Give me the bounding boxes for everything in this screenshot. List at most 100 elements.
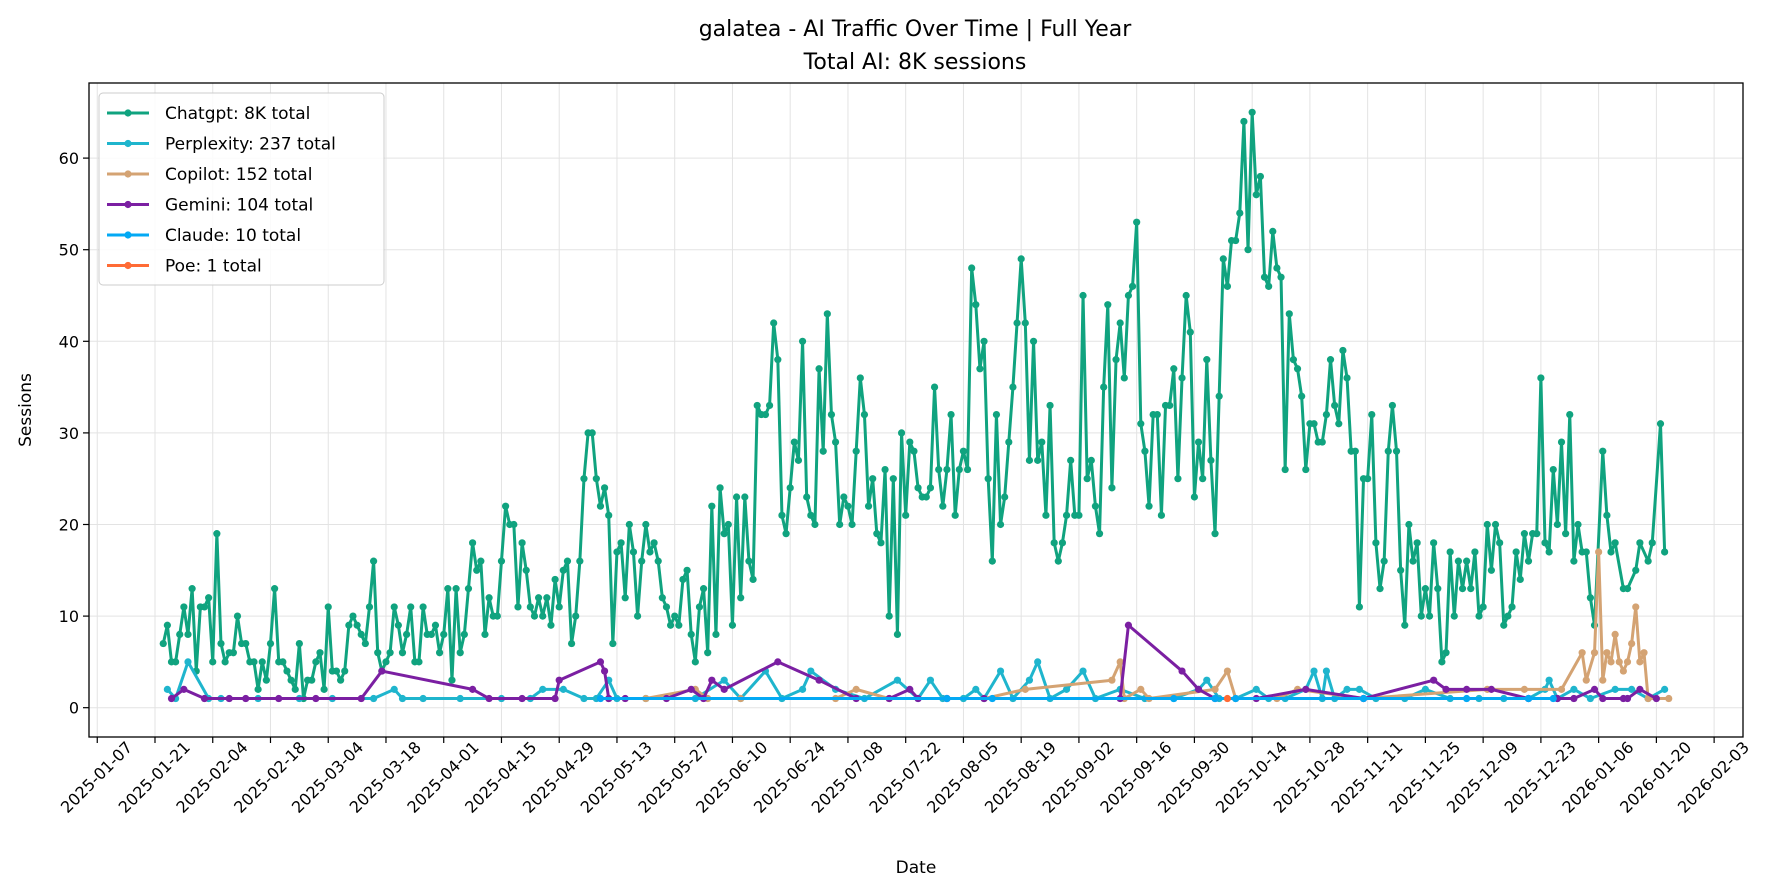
data-point [695,603,704,611]
data-point [279,658,287,666]
data-point [774,356,782,364]
data-point [481,630,489,639]
axes-frame [88,82,1744,738]
legend-label-copilot: Copilot: 152 total [165,165,312,185]
data-point [671,612,679,620]
data-point [600,667,609,675]
data-point [972,301,980,309]
data-point [778,511,786,519]
data-point [1252,685,1260,693]
data-point [662,603,671,611]
data-point [1359,694,1368,703]
data-point [1042,511,1050,519]
data-point [1170,365,1178,373]
y-axis: 0 10 20 30 40 50 60 [59,149,89,718]
data-point [530,612,539,620]
data-point [708,502,716,510]
data-point [534,594,543,602]
data-point [1009,383,1017,391]
data-point [1351,447,1359,455]
data-point [1508,603,1516,611]
data-point [1223,694,1232,703]
data-point [419,603,427,611]
data-point [349,612,357,620]
data-point [1095,530,1104,538]
data-point [881,465,889,474]
data-point [1615,658,1623,666]
data-point [625,520,633,529]
data-point [456,694,464,703]
data-point [460,630,468,639]
data-point [794,456,803,464]
data-point [394,621,402,629]
data-point [1537,374,1545,382]
data-point [1186,328,1194,336]
data-point [435,649,444,657]
data-point [1310,420,1318,428]
data-point [365,603,374,611]
data-point [172,658,180,666]
legend-marker [124,139,132,148]
data-point [955,465,963,474]
data-point [679,575,687,584]
y-tick-label: 30 [59,424,79,443]
data-point [1046,401,1054,410]
data-point [815,676,823,684]
data-point [361,639,369,648]
data-point [1421,585,1429,593]
data-point [452,585,460,593]
y-tick-label: 0 [69,699,79,718]
data-point [1438,658,1446,666]
data-point [1100,383,1108,391]
data-point [1025,456,1034,464]
data-point [889,475,897,483]
data-point [1397,566,1405,574]
data-point [1223,282,1232,290]
data-point [1599,447,1607,455]
data-point [926,676,935,684]
data-point [221,658,229,666]
data-point [1405,520,1413,529]
data-point [737,594,745,602]
data-point [1223,667,1232,675]
data-point [518,539,526,547]
data-point [1302,465,1310,474]
data-point [167,694,176,703]
data-point [559,685,567,693]
data-point [555,603,563,611]
legend-label-chatgpt: Chatgpt: 8K total [165,104,310,124]
data-point [378,667,386,675]
data-point [1174,475,1182,483]
data-point [266,639,275,648]
data-point [1475,612,1483,620]
data-point [497,557,506,565]
data-point [1244,246,1252,254]
data-point [1590,685,1599,693]
data-point [427,630,435,639]
series-chatgpt [159,108,1669,703]
data-point [815,365,823,373]
data-point [567,639,576,648]
data-point [943,694,951,703]
data-point [501,502,510,510]
data-point [720,530,728,538]
data-point [1520,685,1528,693]
data-point [473,566,481,574]
chart-subtitle: Total AI: 8K sessions [803,50,1027,75]
data-point [906,685,914,693]
data-point [225,694,233,703]
data-point [1421,685,1429,693]
data-point [1661,548,1669,556]
data-point [468,685,477,693]
data-point [1524,557,1533,565]
data-point [1570,694,1578,703]
data-point [1665,694,1673,703]
data-point [1586,694,1594,703]
data-point [1628,685,1636,693]
data-point [1557,438,1566,446]
data-point [1401,621,1409,629]
data-point [704,649,712,657]
data-point [163,621,171,629]
